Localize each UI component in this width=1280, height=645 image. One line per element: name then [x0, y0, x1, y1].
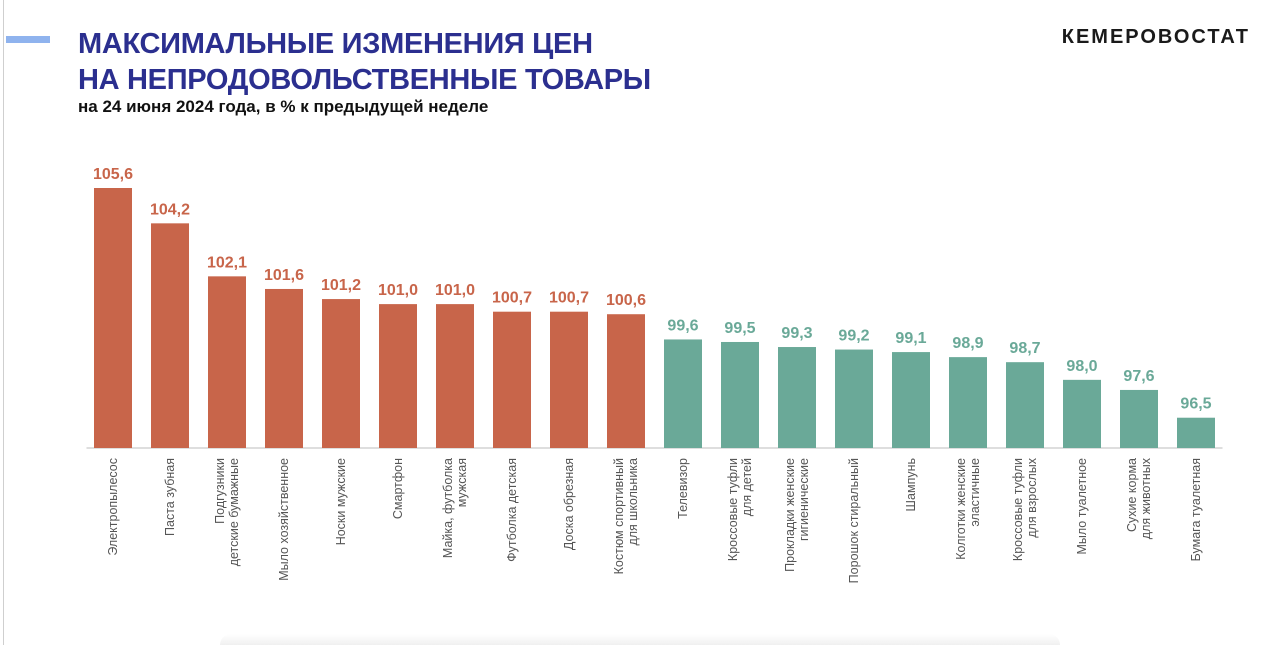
value-label-15: 98,9 [952, 335, 983, 352]
bar-4 [322, 299, 360, 448]
page-title: МАКСИМАЛЬНЫЕ ИЗМЕНЕНИЯ ЦЕН НА НЕПРОДОВОЛ… [78, 26, 651, 98]
category-label-18: Сухие кормадля животных [1125, 457, 1153, 539]
bar-18 [1120, 389, 1158, 448]
left-edge-rule [3, 0, 4, 645]
value-label-13: 99,2 [838, 328, 869, 345]
category-label-2: Подгузникидетские бумажные [213, 458, 241, 566]
category-label-10: Телевизор [676, 458, 690, 519]
bar-10 [664, 339, 702, 448]
value-label-10: 99,6 [667, 317, 698, 334]
value-label-0: 105,6 [93, 166, 133, 183]
value-label-5: 101,0 [378, 282, 418, 299]
bar-8 [550, 311, 588, 448]
bar-3 [265, 288, 303, 448]
bottom-shadow [220, 634, 1060, 645]
bar-9 [607, 314, 645, 448]
value-label-8: 100,7 [549, 290, 589, 307]
value-label-18: 97,6 [1123, 368, 1154, 385]
bar-14 [892, 352, 930, 448]
category-label-9: Костюм спортивныйдля школьника [612, 458, 640, 574]
bar-15 [949, 357, 987, 448]
title-line-1: МАКСИМАЛЬНЫЕ ИЗМЕНЕНИЯ ЦЕН [78, 28, 593, 60]
value-label-7: 100,7 [492, 290, 532, 307]
category-label-16: Кроссовые туфлидля взрослых [1011, 457, 1039, 561]
category-label-0: Электропылесос [106, 458, 120, 556]
category-label-6: Майка, футболкамужская [441, 458, 469, 558]
bar-16 [1006, 362, 1044, 448]
category-label-13: Порошок стиральный [847, 458, 861, 583]
value-label-4: 101,2 [321, 277, 361, 294]
bar-5 [379, 304, 417, 448]
bar-19 [1177, 417, 1215, 448]
value-label-14: 99,1 [895, 330, 926, 347]
category-label-8: Доска обрезная [562, 458, 576, 550]
bar-17 [1063, 379, 1101, 448]
category-label-7: Футболка детская [505, 458, 519, 562]
category-label-3: Мыло хозяйственное [277, 458, 291, 581]
bar-11 [721, 341, 759, 448]
bar-7 [493, 311, 531, 448]
bar-6 [436, 304, 474, 448]
category-label-5: Смартфон [391, 458, 405, 519]
bar-0 [94, 188, 132, 448]
value-label-11: 99,5 [724, 320, 755, 337]
page-subtitle: на 24 июня 2024 года, в % к предыдущей н… [78, 97, 489, 116]
category-label-11: Кроссовые туфлидля детей [726, 458, 754, 561]
title-line-2: НА НЕПРОДОВОЛЬСТВЕННЫЕ ТОВАРЫ [78, 64, 651, 96]
accent-bar [6, 36, 50, 43]
category-label-19: Бумага туалетная [1189, 458, 1203, 561]
value-label-19: 96,5 [1180, 396, 1211, 413]
category-label-17: Мыло туалетное [1075, 458, 1089, 555]
value-label-2: 102,1 [207, 254, 247, 271]
bar-12 [778, 347, 816, 448]
category-label-14: Шампунь [904, 458, 918, 511]
value-label-6: 101,0 [435, 282, 475, 299]
value-label-1: 104,2 [150, 201, 190, 218]
value-label-17: 98,0 [1066, 358, 1097, 375]
category-label-15: Колготки женскиеэластичные [954, 458, 982, 560]
brand-logo: КЕМЕРОВОСТАТ [1061, 26, 1250, 48]
bar-1 [151, 223, 189, 448]
bar-2 [208, 276, 246, 448]
category-label-1: Паста зубная [163, 458, 177, 536]
category-label-4: Носки мужские [334, 458, 348, 545]
value-label-16: 98,7 [1009, 340, 1040, 357]
value-label-12: 99,3 [781, 325, 812, 342]
category-label-12: Прокладки женскиегигиенические [783, 458, 811, 572]
value-label-9: 100,6 [606, 292, 646, 309]
bar-13 [835, 349, 873, 448]
value-label-3: 101,6 [264, 267, 304, 284]
